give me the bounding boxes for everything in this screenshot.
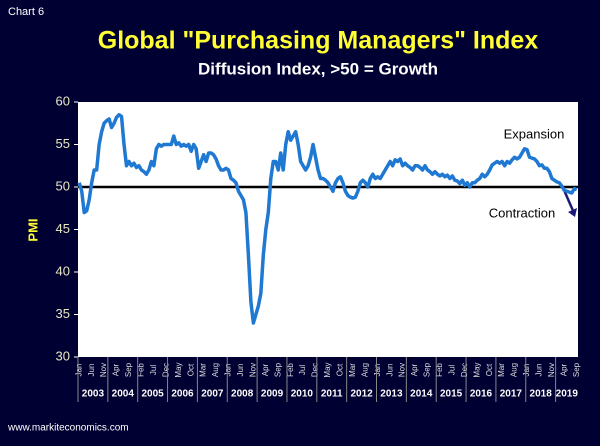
x-tick-label: Oct [186,363,195,376]
arrow [562,189,576,214]
x-tick-label: Apr [112,363,121,376]
x-tick-label: Sep [273,362,282,377]
year-label: 2014 [410,389,433,400]
x-tick-label: Feb [435,363,444,377]
source: www.markiteconomics.com [7,423,129,434]
y-tick-label: 30 [56,348,70,363]
year-label: 2004 [112,389,135,400]
y-tick-label: 45 [56,221,70,236]
year-label: 2019 [556,389,579,400]
x-tick-label: Jun [87,364,96,377]
chart-title: Global "Purchasing Managers" Index [98,27,539,55]
x-tick-label: Nov [398,363,407,377]
x-tick-label: Apr [261,363,270,376]
x-tick-label: Sep [423,362,432,377]
year-label: 2003 [82,389,105,400]
x-tick-label: May [174,362,183,377]
x-tick-label: Jun [236,364,245,377]
x-tick-label: Aug [360,363,369,377]
x-tick-label: Jan [522,364,531,377]
x-tick-label: Apr [559,363,568,376]
x-tick-label: Jun [535,364,544,377]
pmi-line [77,113,578,325]
x-tick-label: May [472,362,481,377]
arrow-head [568,208,577,217]
y-tick-label: 35 [56,306,70,321]
x-tick-label: Oct [485,363,494,376]
x-tick-label: Jul [447,365,456,375]
x-tick-label: Feb [286,363,295,377]
year-label: 2009 [261,389,284,400]
year-label: 2015 [440,389,463,400]
y-tick-label: 50 [56,178,70,193]
x-tick-label: Dec [311,363,320,377]
year-label: 2016 [470,389,493,400]
year-label: 2007 [201,389,224,400]
x-tick-label: Feb [137,363,146,377]
x-tick-label: Aug [510,363,519,377]
x-tick-label: Jul [149,365,158,375]
x-tick-label: Apr [410,363,419,376]
x-tick-label: Oct [336,363,345,376]
x-tick-label: Dec [161,363,170,377]
chart-subtitle: Diffusion Index, >50 = Growth [198,59,438,78]
year-label: 2006 [171,389,194,400]
y-axis-label: PMI [25,218,40,241]
annotation: Expansion [504,126,565,141]
x-tick-label: Mar [348,363,357,377]
x-tick-label: Jan [224,364,233,377]
year-label: 2017 [500,389,523,400]
year-label: 2008 [231,389,254,400]
x-tick-label: Aug [211,363,220,377]
x-tick-label: Jan [373,364,382,377]
annotation: Contraction [489,205,555,220]
x-tick-label: Jul [298,365,307,375]
x-tick-label: Sep [572,362,581,377]
x-tick-label: Nov [99,363,108,377]
year-label: 2012 [350,389,373,400]
chart-label: Chart 6 [8,6,44,18]
x-tick-label: Mar [497,363,506,377]
y-tick-label: 55 [56,136,70,151]
y-tick-label: 40 [56,263,70,278]
x-tick-label: Nov [547,363,556,377]
year-label: 2011 [321,389,343,400]
x-tick-label: May [323,362,332,377]
year-label: 2010 [291,389,314,400]
x-tick-label: Dec [460,363,469,377]
y-tick-label: 60 [56,93,70,108]
year-label: 2013 [380,389,403,400]
x-tick-label: Jan [74,364,83,377]
x-tick-label: Jun [385,364,394,377]
x-tick-label: Nov [248,363,257,377]
x-tick-label: Sep [124,362,133,377]
year-label: 2018 [530,389,553,400]
x-tick-label: Mar [199,363,208,377]
year-label: 2005 [142,389,165,400]
